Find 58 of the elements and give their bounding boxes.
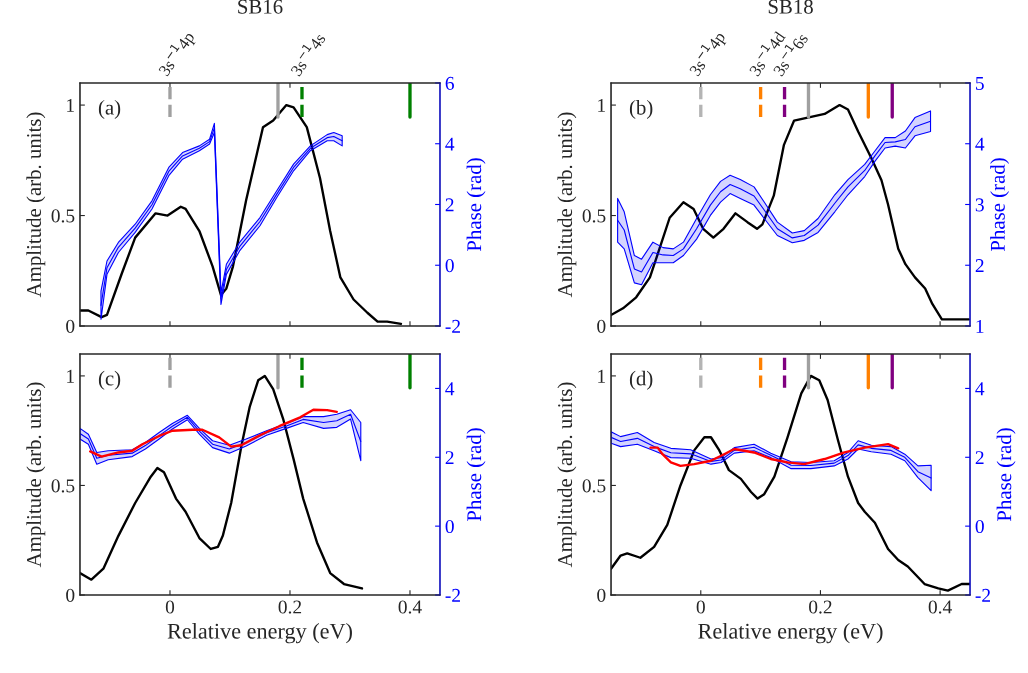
y-tick-label: 0.5 [582,209,606,223]
y2-tick-label: -2 [975,588,991,602]
ref-line-label: 3s$^{−1}$4p [155,28,198,79]
y2-tick-label: 2 [975,451,984,465]
y2-tick-label: 0 [445,259,454,273]
y-tick-label: 0.5 [582,479,606,493]
y2-tick-label: -2 [445,319,460,333]
y2-tick-label: 0 [975,519,984,534]
x-tick-label: 0.2 [278,600,302,614]
annotation: (c) [98,370,121,390]
y-tick-label: 0 [597,319,606,333]
x-tick-label: 0 [696,600,705,614]
y-axis-title: Amplitude (arb. units) [26,382,46,568]
y-axis-title: Amplitude (arb. units) [557,112,577,298]
y2-tick-label: 3 [975,198,984,212]
x-tick-label: 0.2 [809,600,832,614]
chart-title: SB16 [238,0,283,14]
ref-line-label: 3s$^{−1}$4p [685,28,729,79]
annotation: (d) [629,370,653,390]
y2-tick-label: 2 [445,198,454,212]
chart-title: SB18 [768,0,813,14]
y2-tick-label: 4 [445,137,455,151]
y-axis-title: Amplitude (arb. units) [26,112,46,298]
y2-tick-label: 6 [445,76,454,90]
line-series [89,408,338,458]
y2-axis-title: Phase (rad) [466,428,486,522]
y2-tick-label: 4 [975,137,985,151]
y2-axis-title: Phase (rad) [996,428,1016,522]
y2-tick-label: 4 [445,382,455,396]
y-tick-label: 0 [597,588,606,602]
x-tick-label: 0.4 [398,600,422,614]
y2-tick-label: 2 [975,259,984,272]
y2-tick-label: 1 [976,319,984,333]
y-tick-label: 1 [67,98,74,112]
y-tick-label: 0.5 [51,479,75,493]
y-tick-label: 0 [66,588,75,602]
y-tick-label: 1 [67,369,74,383]
y2-tick-label: 4 [975,382,985,396]
y-tick-label: 1 [598,98,606,112]
line-series [649,443,900,468]
y-tick-label: 0 [66,319,75,333]
y-tick-label: 0.5 [51,209,75,223]
y-tick-label: 1 [598,369,606,383]
y2-axis-title: Phase (rad) [466,158,486,252]
x-axis-title: Relative energy (eV) [167,623,352,644]
y2-tick-label: 0 [445,519,454,534]
y2-axis-title: Phase (rad) [990,158,1010,252]
x-tick-label: 0 [165,600,175,614]
y2-tick-label: -2 [445,588,460,602]
annotation: (a) [98,99,121,119]
line-series [611,436,932,479]
ref-line-label: 3s$^{−1}$4s [287,30,326,77]
x-tick-label: 0.4 [928,600,952,614]
y2-tick-label: 2 [445,451,454,465]
y-axis-title: Amplitude (arb. units) [557,382,577,568]
x-axis-title: Relative energy (eV) [698,623,883,644]
annotation: (b) [629,99,653,119]
y2-tick-label: 5 [976,76,984,90]
